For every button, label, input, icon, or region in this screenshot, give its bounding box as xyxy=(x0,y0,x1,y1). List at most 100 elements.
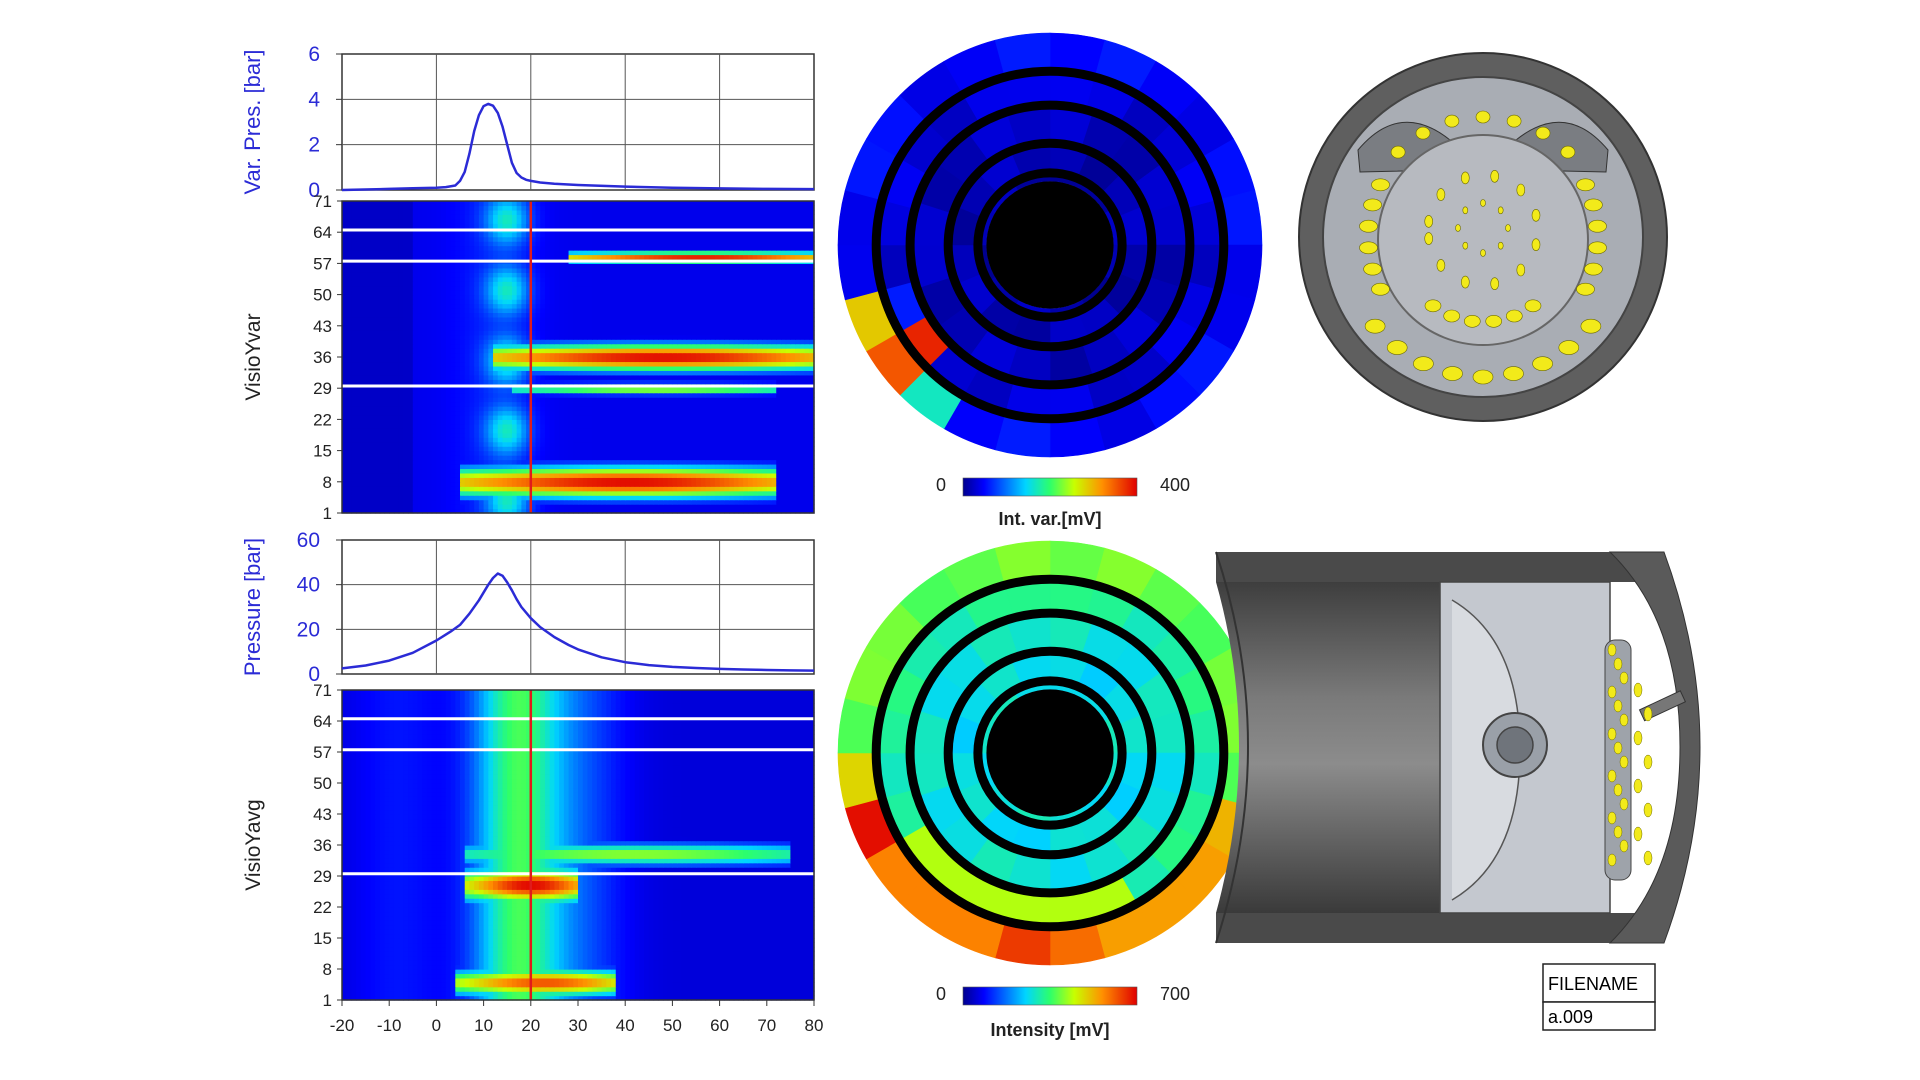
spray-spot xyxy=(1588,241,1607,255)
intensity-colorbar-gradient xyxy=(962,986,1138,1006)
spray-spot xyxy=(1497,241,1504,250)
x-tick-label: -20 xyxy=(330,1016,355,1035)
spray-spot xyxy=(1436,188,1446,201)
y-tick-label: 22 xyxy=(313,410,332,429)
spray-spot xyxy=(1461,275,1470,289)
spray-spot xyxy=(1558,340,1580,355)
pressure-grid xyxy=(342,540,814,674)
y-tick-label: 36 xyxy=(313,836,332,855)
visio-yvar-heatmap-cells xyxy=(342,201,815,514)
y-tick-label: 29 xyxy=(313,867,332,886)
y-tick-label: 2 xyxy=(308,134,320,157)
pressure-plot-frame xyxy=(341,539,815,675)
intensity-colorbar-max: 700 xyxy=(1160,984,1190,1004)
intensity-disc-chart: 0 700 Intensity [mV] xyxy=(837,540,1263,1040)
spray-spot xyxy=(1607,811,1617,825)
y-tick-label: 15 xyxy=(313,929,332,948)
disc-center xyxy=(986,689,1114,817)
y-tick-label: 50 xyxy=(313,774,332,793)
spray-spot xyxy=(1619,713,1629,727)
series-line xyxy=(341,572,815,672)
injector-spray-spots xyxy=(1359,110,1607,385)
spray-spot xyxy=(1462,206,1469,215)
spray-spot xyxy=(1506,114,1522,128)
spray-spot xyxy=(1442,366,1463,381)
spray-spot xyxy=(1607,727,1617,741)
filename-value: a.009 xyxy=(1548,1007,1593,1027)
y-tick-label: 1 xyxy=(323,991,332,1010)
spray-spot xyxy=(1516,183,1526,197)
spray-spot xyxy=(1619,839,1629,853)
int-var-colorbar: 0 400 Int. var.[mV] xyxy=(936,475,1190,529)
y-tick-label: 8 xyxy=(323,960,332,979)
spray-spot xyxy=(1485,314,1502,328)
spray-spot xyxy=(1643,754,1653,770)
visio-yavg-y-label: VisioYavg xyxy=(242,799,265,890)
intensity-colorbar-min: 0 xyxy=(936,984,946,1004)
intensity-colorbar: 0 700 Intensity [mV] xyxy=(936,984,1190,1040)
spray-spot xyxy=(1643,802,1653,818)
intensity-disc xyxy=(837,540,1263,966)
y-tick-label: 57 xyxy=(313,743,332,762)
visio-yvar-y-label: VisioYvar xyxy=(242,313,265,400)
y-tick-label: 0 xyxy=(308,663,320,686)
spray-spot xyxy=(1505,224,1511,232)
visio-yvar-overlay-lines xyxy=(342,201,814,513)
disc-ring-separator xyxy=(905,608,1195,898)
spray-spot xyxy=(1532,356,1553,372)
spray-spot xyxy=(1531,209,1541,222)
spray-spot xyxy=(1455,224,1461,232)
spray-spot xyxy=(1480,199,1486,207)
y-tick-label: 43 xyxy=(313,805,332,824)
spray-spot xyxy=(1461,171,1470,185)
y-tick-label: 1 xyxy=(323,504,332,523)
spray-spot xyxy=(1613,825,1623,839)
spray-spot xyxy=(1607,769,1617,783)
int-var-disc xyxy=(837,32,1263,458)
spray-spot xyxy=(1584,198,1603,212)
spray-spot xyxy=(1444,114,1460,128)
disc-ring-separator xyxy=(871,66,1229,424)
int-var-colorbar-max: 400 xyxy=(1160,475,1190,495)
spray-spot xyxy=(1490,277,1499,291)
var-pres-series xyxy=(341,102,815,192)
disc-ring-separator xyxy=(943,646,1157,860)
y-tick-label: 4 xyxy=(308,88,320,111)
y-tick-label: 36 xyxy=(313,348,332,367)
spray-spot xyxy=(1497,206,1504,215)
y-tick-label: 64 xyxy=(313,223,332,242)
spray-spot xyxy=(1462,241,1469,250)
spray-spot xyxy=(1424,232,1433,245)
spray-spot xyxy=(1363,198,1382,212)
cylinder-side-cutaway xyxy=(1215,551,1701,944)
spray-spot xyxy=(1580,318,1602,334)
spray-spot xyxy=(1524,299,1542,313)
pressure-chart: 0 20 40 60 Pressure [bar] xyxy=(240,529,815,686)
spray-spot xyxy=(1475,110,1491,124)
y-tick-label: 71 xyxy=(313,192,332,211)
x-tick-label: 40 xyxy=(616,1016,635,1035)
y-tick-label: 6 xyxy=(308,43,320,66)
spray-spot xyxy=(1633,778,1643,794)
spray-spot xyxy=(1613,783,1623,797)
int-var-colorbar-gradient xyxy=(962,477,1138,497)
spray-spot xyxy=(1643,706,1653,722)
spray-spot xyxy=(1490,170,1499,183)
visio-yavg-chart: 1 8 15 22 29 36 43 50 57 64 71 -20 -10 0 10 20 30 40 50 60… xyxy=(242,681,823,1035)
int-var-colorbar-title: Int. var.[mV] xyxy=(998,509,1101,529)
x-tick-label: 70 xyxy=(757,1016,776,1035)
visio-yvar-chart: 1 8 15 22 29 36 43 50 57 64 71 VisioYvar xyxy=(242,192,815,523)
spray-spot xyxy=(1506,309,1523,323)
x-tick-label: 20 xyxy=(521,1016,540,1035)
visio-yavg-heatmap-cells xyxy=(342,690,815,1001)
spray-spot xyxy=(1480,249,1486,257)
spray-spot xyxy=(1390,145,1406,159)
y-tick-label: 71 xyxy=(313,681,332,700)
disc-ring-separator xyxy=(973,168,1127,322)
y-tick-label: 29 xyxy=(313,379,332,398)
y-tick-label: 43 xyxy=(313,317,332,336)
spray-spot xyxy=(1531,238,1541,251)
y-tick-label: 40 xyxy=(297,574,320,597)
x-tick-label: 60 xyxy=(710,1016,729,1035)
x-tick-label: 80 xyxy=(805,1016,824,1035)
